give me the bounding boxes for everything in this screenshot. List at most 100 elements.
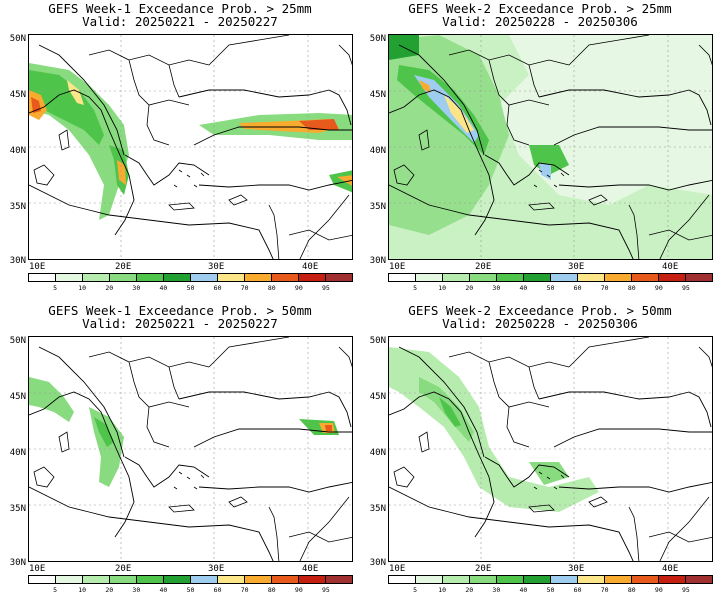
colorbar-swatch <box>443 274 470 281</box>
colorbar-swatch <box>551 576 578 583</box>
colorbar-tick-label: 80 <box>267 586 276 594</box>
colorbar-swatch <box>686 576 712 583</box>
probability-map <box>388 34 713 260</box>
panel-title: GEFS Week-2 Exceedance Prob. > 50mm <box>408 303 672 318</box>
colorbar-swatch <box>137 576 164 583</box>
colorbar-swatch <box>164 576 191 583</box>
latitude-label: 45N <box>369 392 386 402</box>
latitude-label: 45N <box>369 90 386 100</box>
latitude-label: 40N <box>369 448 386 458</box>
colorbar-tick-label: 50 <box>186 284 195 292</box>
colorbar-swatch <box>191 274 218 281</box>
colorbar-tick-label: 60 <box>213 284 222 292</box>
colorbar-swatch <box>470 576 497 583</box>
colorbar-swatch <box>56 274 83 281</box>
latitude-label: 40N <box>369 146 386 156</box>
colorbar-tick-label: 20 <box>105 284 114 292</box>
longitude-label: 40E <box>662 564 679 574</box>
panel-valid-dates: Valid: 20250228 - 20250306 <box>442 316 638 331</box>
latitude-label: 50N <box>369 34 386 44</box>
colorbar-tick-label: 80 <box>267 284 276 292</box>
colorbar-tick-label: 90 <box>294 284 303 292</box>
colorbar-tick-label: 10 <box>438 284 447 292</box>
longitude-label: 10E <box>29 564 46 574</box>
colorbar-swatch <box>578 274 605 281</box>
colorbar-tick-label: 10 <box>78 284 87 292</box>
colorbar-tick-label: 40 <box>159 586 168 594</box>
colorbar-swatch <box>389 576 416 583</box>
colorbar-tick-label: 50 <box>546 586 555 594</box>
colorbar-swatch <box>605 274 632 281</box>
colorbar-tick-label: 95 <box>321 284 330 292</box>
latitude-label: 30N <box>369 558 386 568</box>
colorbar-tick-label: 70 <box>600 284 609 292</box>
colorbar-swatch <box>218 274 245 281</box>
colorbar-swatch <box>659 576 686 583</box>
latitude-label: 35N <box>9 202 26 212</box>
latitude-label: 30N <box>369 256 386 266</box>
map-panel: GEFS Week-2 Exceedance Prob. > 50mm Vali… <box>360 302 713 596</box>
longitude-label: 20E <box>475 564 492 574</box>
longitude-label: 10E <box>389 262 406 272</box>
colorbar-tick-label: 20 <box>465 284 474 292</box>
colorbar-swatch <box>29 576 56 583</box>
colorbar-tick-label: 5 <box>53 586 58 594</box>
colorbar-swatch <box>29 274 56 281</box>
colorbar-swatch <box>218 576 245 583</box>
colorbar-tick-label: 10 <box>78 586 87 594</box>
colorbar-tick-label: 60 <box>573 586 582 594</box>
colorbar-tick-label: 70 <box>600 586 609 594</box>
colorbar-swatch <box>110 274 137 281</box>
colorbar-swatch <box>632 274 659 281</box>
colorbar-tick-label: 40 <box>519 586 528 594</box>
colorbar-tick-label: 30 <box>492 284 501 292</box>
longitude-label: 20E <box>475 262 492 272</box>
longitude-label: 20E <box>115 262 132 272</box>
latitude-label: 30N <box>9 256 26 266</box>
colorbar-swatch <box>245 576 272 583</box>
panel-valid-dates: Valid: 20250221 - 20250227 <box>82 316 278 331</box>
longitude-label: 30E <box>568 262 585 272</box>
colorbar-swatch <box>470 274 497 281</box>
longitude-label: 40E <box>302 262 319 272</box>
latitude-label: 35N <box>9 504 26 514</box>
colorbar-swatch <box>416 274 443 281</box>
colorbar-tick-label: 10 <box>438 586 447 594</box>
colorbar-swatch <box>659 274 686 281</box>
latitude-label: 50N <box>369 336 386 346</box>
colorbar-tick-label: 40 <box>519 284 528 292</box>
latitude-label: 35N <box>369 202 386 212</box>
map-panel: GEFS Week-1 Exceedance Prob. > 50mm Vali… <box>0 302 353 596</box>
colorbar-swatch <box>83 274 110 281</box>
colorbar-tick-label: 70 <box>240 284 249 292</box>
probability-map <box>28 336 353 562</box>
colorbar-tick-label: 70 <box>240 586 249 594</box>
colorbar <box>28 575 353 584</box>
colorbar <box>388 575 713 584</box>
map-panel: GEFS Week-1 Exceedance Prob. > 25mm Vali… <box>0 0 353 294</box>
colorbar-tick-label: 20 <box>105 586 114 594</box>
colorbar-tick-label: 5 <box>413 284 418 292</box>
colorbar-tick-label: 5 <box>413 586 418 594</box>
colorbar-swatch <box>245 274 272 281</box>
latitude-label: 50N <box>9 336 26 346</box>
longitude-label: 40E <box>662 262 679 272</box>
colorbar-tick-label: 60 <box>213 586 222 594</box>
colorbar-swatch <box>299 274 326 281</box>
colorbar-tick-label: 95 <box>681 586 690 594</box>
colorbar-tick-label: 90 <box>294 586 303 594</box>
longitude-label: 40E <box>302 564 319 574</box>
colorbar-swatch <box>164 274 191 281</box>
colorbar-swatch <box>416 576 443 583</box>
longitude-label: 30E <box>208 262 225 272</box>
colorbar-tick-label: 95 <box>321 586 330 594</box>
colorbar-swatch <box>272 274 299 281</box>
colorbar-tick-label: 60 <box>573 284 582 292</box>
panel-valid-dates: Valid: 20250221 - 20250227 <box>82 14 278 29</box>
latitude-label: 30N <box>9 558 26 568</box>
colorbar-swatch <box>137 274 164 281</box>
panel-title: GEFS Week-1 Exceedance Prob. > 50mm <box>48 303 312 318</box>
colorbar-tick-label: 30 <box>132 284 141 292</box>
colorbar-tick-label: 20 <box>465 586 474 594</box>
latitude-label: 45N <box>9 392 26 402</box>
